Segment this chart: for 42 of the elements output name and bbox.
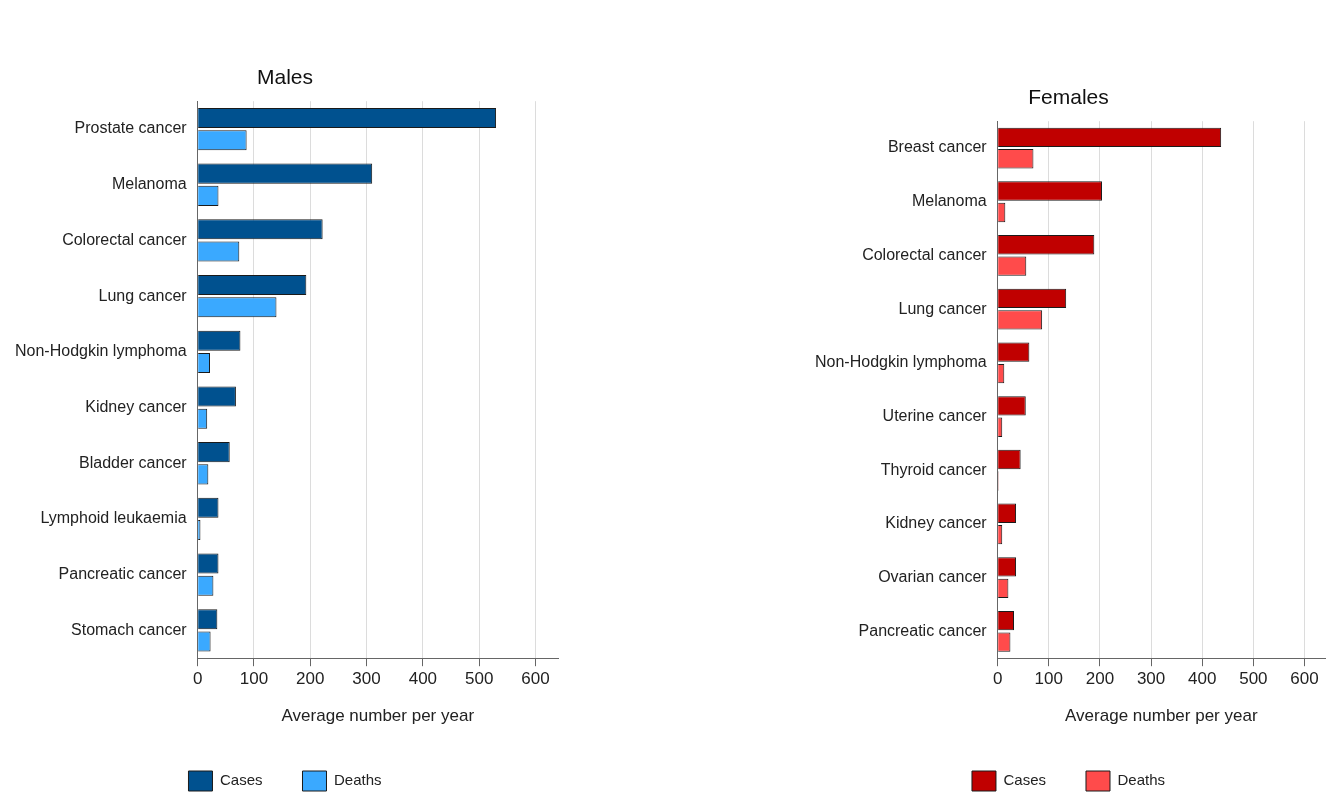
x-tick-label: 0 bbox=[192, 669, 203, 689]
y-tick-label: Stomach cancer bbox=[71, 620, 188, 638]
chart-title: Males bbox=[256, 65, 314, 89]
y-tick-label: Kidney cancer bbox=[85, 397, 188, 415]
y-tick-label: Ovarian cancer bbox=[878, 568, 988, 586]
y-tick-label: Prostate cancer bbox=[74, 119, 188, 137]
x-tick-label: 300 bbox=[352, 669, 381, 689]
y-tick-label: Uterine cancer bbox=[882, 406, 988, 424]
y-tick-label: Melanoma bbox=[111, 175, 187, 193]
x-tick-label: 0 bbox=[992, 669, 1003, 689]
y-tick-label: Non-Hodgkin lymphoma bbox=[14, 342, 187, 360]
x-tick-label: 500 bbox=[1239, 669, 1268, 689]
y-tick-label: Pancreatic cancer bbox=[58, 565, 188, 583]
y-tick-label: Colorectal cancer bbox=[62, 230, 188, 248]
x-tick-label: 100 bbox=[1034, 669, 1063, 689]
legend-label: Cases bbox=[219, 771, 263, 789]
x-axis-title: Average number per year bbox=[281, 706, 475, 726]
y-tick-label: Bladder cancer bbox=[79, 453, 188, 471]
x-tick-label: 500 bbox=[464, 669, 494, 689]
y-tick-label: Kidney cancer bbox=[885, 514, 988, 532]
y-tick-label: Breast cancer bbox=[887, 138, 988, 156]
x-tick-label: 600 bbox=[521, 669, 550, 689]
x-tick-label: 300 bbox=[1136, 669, 1166, 689]
x-tick-label: 600 bbox=[1290, 669, 1319, 689]
y-tick-label: Pancreatic cancer bbox=[858, 621, 988, 639]
x-tick-label: 200 bbox=[296, 669, 325, 689]
y-tick-label: Lymphoid leukaemia bbox=[40, 509, 187, 527]
y-tick-label: Melanoma bbox=[911, 192, 987, 210]
x-tick-label: 200 bbox=[1085, 669, 1115, 689]
y-tick-label: Non-Hodgkin lymphoma bbox=[814, 353, 987, 371]
chart-title: Females bbox=[1028, 85, 1109, 109]
y-tick-label: Lung cancer bbox=[898, 299, 988, 317]
x-tick-label: 400 bbox=[408, 669, 438, 689]
x-tick-label: 400 bbox=[1188, 669, 1217, 689]
x-tick-label: 100 bbox=[239, 669, 269, 689]
y-tick-label: Thyroid cancer bbox=[880, 460, 988, 478]
y-tick-label: Lung cancer bbox=[98, 286, 188, 304]
legend-label: Cases bbox=[1003, 771, 1047, 789]
legend-label: Deaths bbox=[334, 771, 382, 789]
legend-label: Deaths bbox=[1117, 771, 1166, 789]
y-tick-label: Colorectal cancer bbox=[862, 245, 988, 263]
x-axis-title: Average number per year bbox=[1065, 706, 1258, 726]
